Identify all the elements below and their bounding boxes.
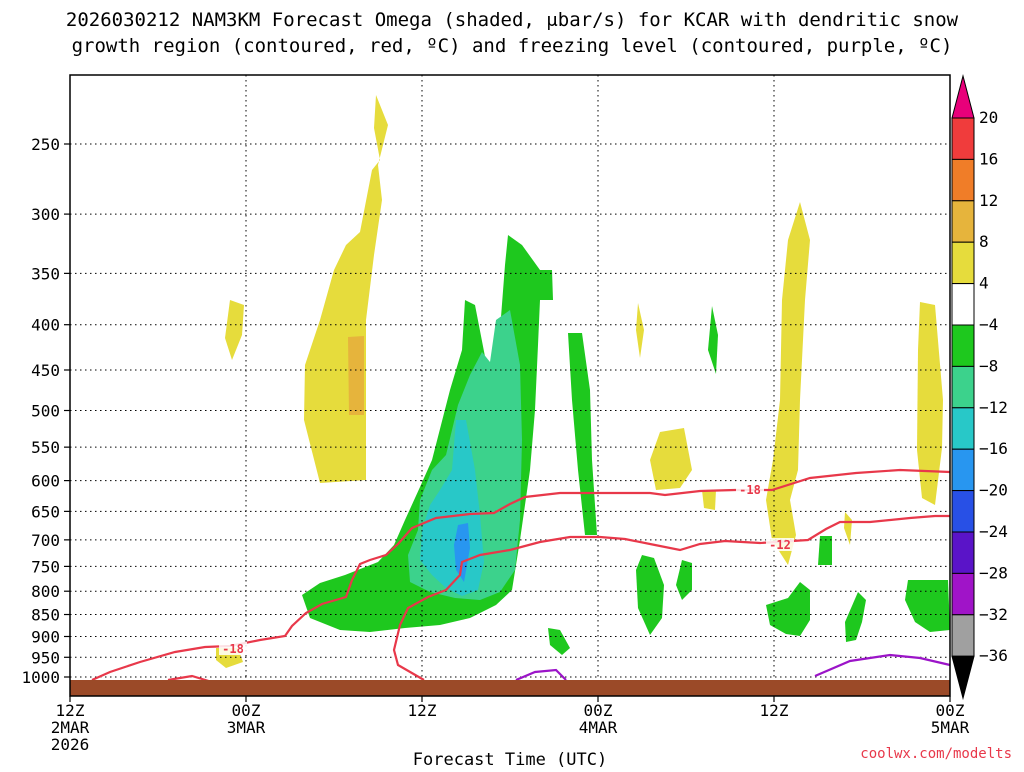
omega-region-green-4 [636,555,664,635]
omega-region-green-10 [905,580,950,632]
y-tick-label-900: 900 [31,627,60,646]
omega-region-yellow-2 [225,300,244,360]
terrain-ground [70,680,950,696]
contour-label-3: -12 [769,538,791,552]
colorbar-swatch-5 [951,283,975,326]
y-tick-label-950: 950 [31,648,60,667]
omega-region-green-5 [676,560,692,600]
colorbar-label-7: −12 [979,398,1008,417]
omega-region-yellow-6 [702,490,716,510]
plot-area: -18 -18 -12 [69,74,951,697]
omega-region-yellow-9 [844,512,852,545]
y-tick-label-1000: 1000 [21,668,60,687]
colorbar-swatch-2 [951,158,975,202]
y-tick-label-650: 650 [31,502,60,521]
freezing-contours [515,653,951,682]
colorbar-top-arrow [951,74,975,119]
omega-region-yellow-7 [766,202,810,565]
colorbar: 20 16 12 8 4 −4 −8 −12 −16 −20 −24 −28 −32 −36 [951,74,1008,701]
omega-region-blue [454,523,470,582]
x-tick-label-0-3: 2026 [51,735,90,754]
colorbar-swatch-10 [951,490,975,533]
y-tick-label-500: 500 [31,402,60,421]
colorbar-label-5: −4 [979,315,998,334]
chart-title-line2: growth region (contoured, red, ºC) and f… [72,35,953,57]
colorbar-swatch-11 [951,531,975,574]
omega-region-green-2 [568,333,597,535]
colorbar-swatch-12 [951,572,975,616]
omega-region-yellow-1 [304,95,388,483]
colorbar-swatch-1 [951,117,975,160]
omega-negative-regions [302,235,950,655]
colorbar-label-13: −36 [979,646,1008,665]
colorbar-label-11: −28 [979,563,1008,582]
colorbar-swatch-9 [951,448,975,492]
colorbar-label-6: −8 [979,356,998,375]
colorbar-swatch-7 [951,365,975,409]
freezing-contour-2 [814,653,951,678]
y-tick-label-850: 850 [31,606,60,625]
colorbar-swatch-6 [951,324,975,367]
y-tick-label-250: 250 [31,135,60,154]
x-tick-label-0-2: 2MAR [51,718,90,737]
omega-region-orange-1 [348,336,364,415]
colorbar-label-2: 12 [979,191,998,210]
omega-region-green-6 [548,628,570,655]
y-tick-label-750: 750 [31,557,60,576]
x-tick-label-1-1: 00Z [232,701,261,720]
colorbar-label-0: 20 [979,108,998,127]
contour-label-bg-1 [219,642,247,655]
x-tick-label-3-2: 4MAR [579,718,618,737]
colorbar-swatch-8 [951,407,975,450]
contour-label-bg-2 [736,483,764,496]
y-tick-label-550: 550 [31,438,60,457]
omega-region-green-7 [766,582,810,636]
y-tick-label-300: 300 [31,205,60,224]
y-axis: 250 300 350 400 450 500 550 600 650 700 750 800 850 9… [21,135,70,687]
y-tick-label-350: 350 [31,264,60,283]
y-tick-label-700: 700 [31,531,60,550]
colorbar-label-12: −32 [979,605,1008,624]
contour-labels: -18 -18 -12 [219,483,794,656]
y-tick-label-450: 450 [31,361,60,380]
colorbar-label-3: 8 [979,232,989,251]
colorbar-swatch-13 [951,614,975,657]
contour-label-bg-3 [766,538,794,551]
y-tick-label-400: 400 [31,316,60,335]
omega-region-green-9 [845,592,866,642]
omega-region-yellow-5 [650,428,692,490]
omega-region-yellow-8 [917,302,943,505]
freezing-contour-1 [515,668,567,682]
x-axis-title: Forecast Time (UTC) [413,750,607,768]
x-tick-label-5-2: 5MAR [931,718,970,737]
contour-label-2: -18 [739,483,761,497]
colorbar-label-4: 4 [979,274,989,293]
colorbar-bottom-arrow [951,655,975,701]
colorbar-label-9: −20 [979,481,1008,500]
omega-region-yellow-4 [636,303,644,358]
x-tick-label-3-1: 00Z [584,701,613,720]
colorbar-label-8: −16 [979,439,1008,458]
credit-text: coolwx.com/modelts [860,746,1012,762]
plot-frame [69,74,951,697]
x-tick-label-2-1: 12Z [408,701,437,720]
colorbar-label-1: 16 [979,149,998,168]
colorbar-label-10: −24 [979,522,1008,541]
y-tick-label-600: 600 [31,472,60,491]
chart-title-line1: 2026030212 NAM3KM Forecast Omega (shaded… [66,9,959,31]
omega-region-green-8 [818,536,832,565]
contour-label-1: -18 [222,642,244,656]
colorbar-swatch-3 [951,200,975,243]
colorbar-swatch-4 [951,241,975,285]
y-tick-label-800: 800 [31,582,60,601]
omega-positive-regions [216,95,943,668]
x-tick-label-0-1: 12Z [56,701,85,720]
x-tick-label-5-1: 00Z [936,701,965,720]
x-tick-label-4-1: 12Z [760,701,789,720]
omega-region-green-3 [708,306,718,374]
x-tick-label-1-2: 3MAR [227,718,266,737]
